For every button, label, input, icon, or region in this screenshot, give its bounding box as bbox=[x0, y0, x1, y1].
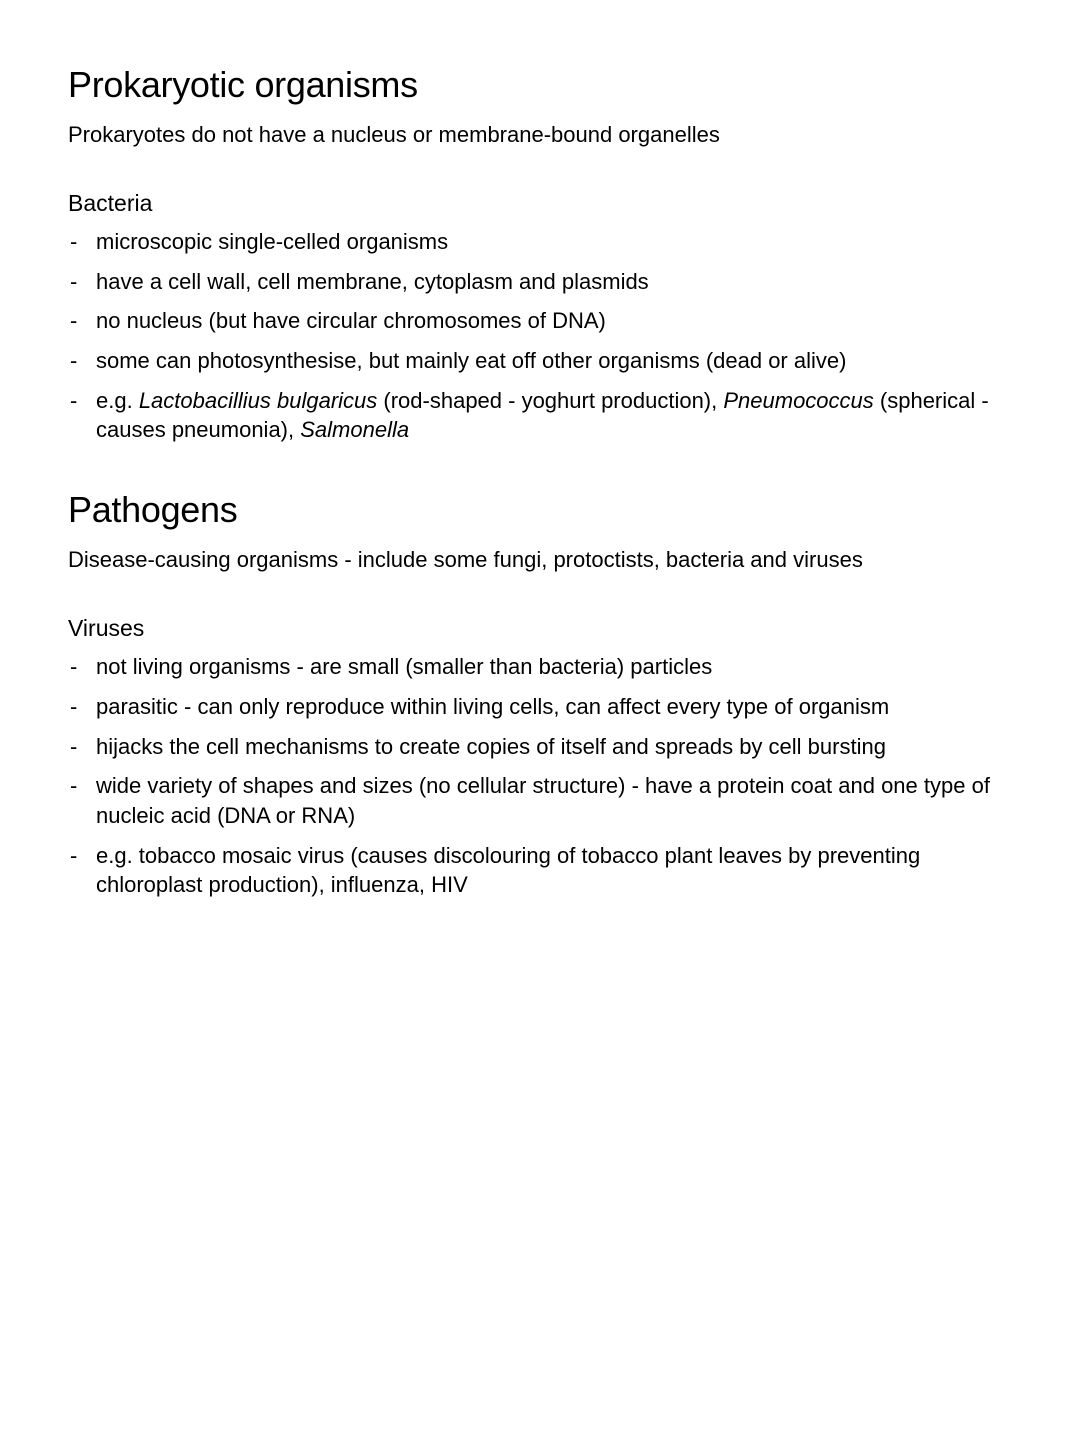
list-item: some can photosynthesise, but mainly eat… bbox=[68, 346, 1012, 376]
section-title: Pathogens bbox=[68, 489, 1012, 531]
section-subtitle: Disease-causing organisms - include some… bbox=[68, 547, 1012, 573]
list-item: have a cell wall, cell membrane, cytopla… bbox=[68, 267, 1012, 297]
section-subtitle: Prokaryotes do not have a nucleus or mem… bbox=[68, 122, 1012, 148]
section-title: Prokaryotic organisms bbox=[68, 64, 1012, 106]
list-item: wide variety of shapes and sizes (no cel… bbox=[68, 771, 1012, 830]
viruses-list: not living organisms - are small (smalle… bbox=[68, 652, 1012, 900]
bacteria-list: microscopic single-celled organisms have… bbox=[68, 227, 1012, 445]
section-prokaryotic: Prokaryotic organisms Prokaryotes do not… bbox=[68, 64, 1012, 445]
list-item: microscopic single-celled organisms bbox=[68, 227, 1012, 257]
list-item: not living organisms - are small (smalle… bbox=[68, 652, 1012, 682]
list-item: parasitic - can only reproduce within li… bbox=[68, 692, 1012, 722]
subheading-bacteria: Bacteria bbox=[68, 190, 1012, 217]
list-item: no nucleus (but have circular chromosome… bbox=[68, 306, 1012, 336]
list-item: e.g. tobacco mosaic virus (causes discol… bbox=[68, 841, 1012, 900]
subheading-viruses: Viruses bbox=[68, 615, 1012, 642]
section-pathogens: Pathogens Disease-causing organisms - in… bbox=[68, 489, 1012, 900]
list-item: hijacks the cell mechanisms to create co… bbox=[68, 732, 1012, 762]
list-item: e.g. Lactobacillius bulgaricus (rod-shap… bbox=[68, 386, 1012, 445]
